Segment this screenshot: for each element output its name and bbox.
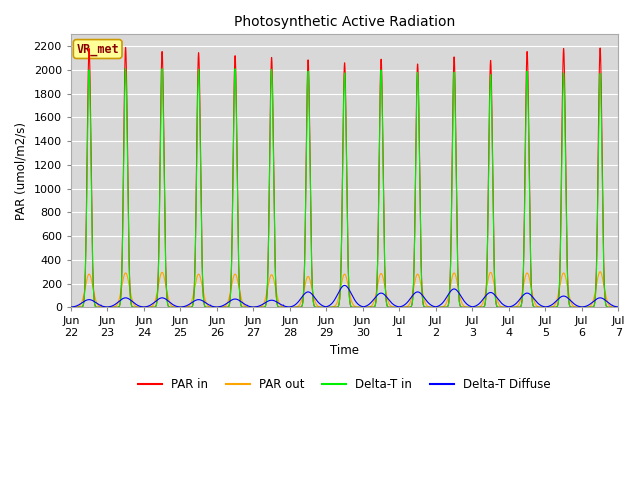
- Title: Photosynthetic Active Radiation: Photosynthetic Active Radiation: [234, 15, 455, 29]
- Text: VR_met: VR_met: [76, 43, 119, 56]
- X-axis label: Time: Time: [330, 344, 359, 357]
- Legend: PAR in, PAR out, Delta-T in, Delta-T Diffuse: PAR in, PAR out, Delta-T in, Delta-T Dif…: [134, 373, 556, 396]
- Y-axis label: PAR (umol/m2/s): PAR (umol/m2/s): [15, 122, 28, 220]
